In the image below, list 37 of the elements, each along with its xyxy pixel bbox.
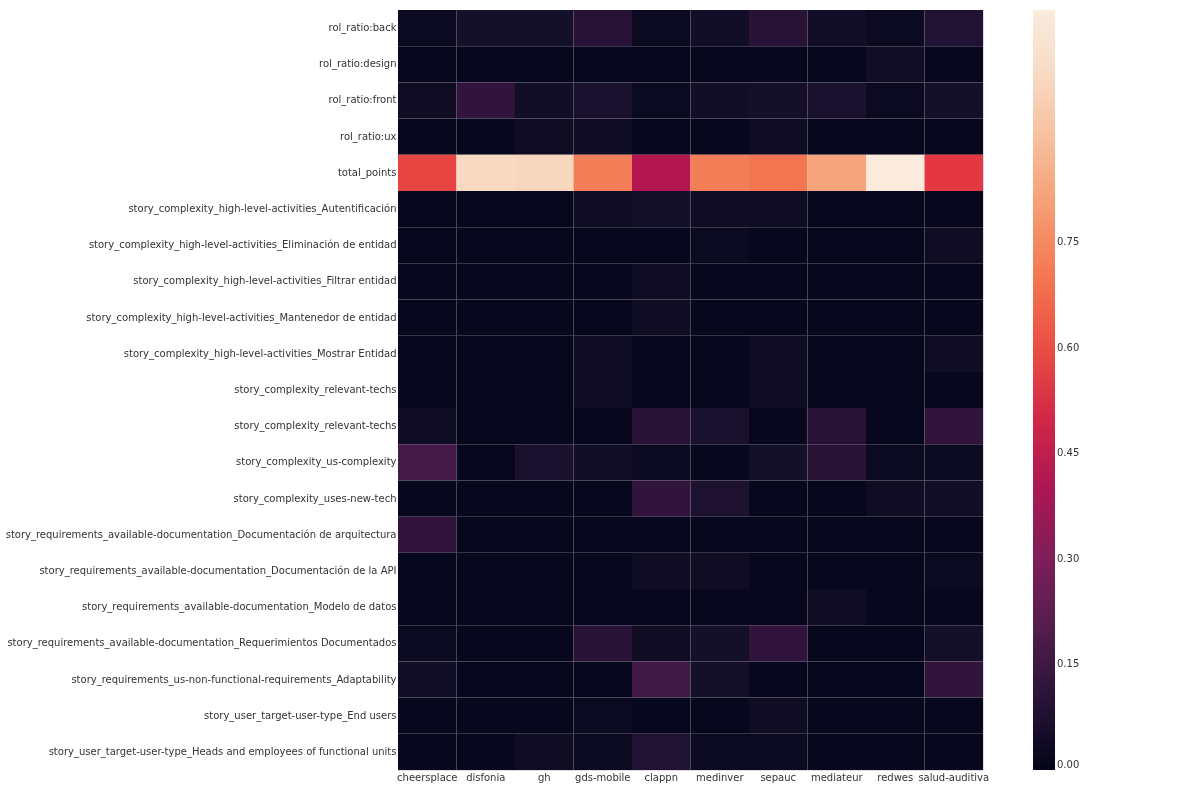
color-bar-label: 0.15 — [1057, 658, 1080, 670]
color-bar-label: 0.00 — [1057, 759, 1080, 770]
x-tick-label: disfonia — [466, 771, 506, 783]
y-tick-label: story_complexity_high-level-activities_Eliminación de entidad — [88, 239, 397, 252]
y-tick-label: story_complexity_uses-new-tech — [233, 492, 397, 505]
y-tick-label: story_complexity_high-level-activities_Autentificación — [128, 203, 397, 216]
x-tick-label: salud-auditiva — [918, 771, 990, 783]
y-tick-label: story_complexity_relevant-techs — [234, 384, 397, 396]
x-tick-label: gds-mobile — [575, 771, 631, 783]
y-tick-label: story_requirements_available-documentation_Documentación de la API — [39, 564, 397, 577]
y-tick-label: rol_ratio:front — [328, 94, 397, 107]
y-tick-label: rol_ratio:ux — [340, 130, 397, 143]
y-tick-label: rol_ratio:design — [319, 58, 397, 71]
y-tick-label: rol_ratio:back — [328, 22, 397, 35]
y-tick-label: story_complexity_relevant-techs — [234, 420, 397, 433]
color-bar-label: 0.45 — [1057, 447, 1080, 459]
x-tick-label: cheersplace — [397, 771, 458, 783]
x-tick-label: clappn — [644, 771, 678, 783]
color-bar-label: 0.75 — [1057, 236, 1080, 248]
y-tick-label: story_complexity_high-level-activities_Filtrar entidad — [133, 275, 397, 288]
x-tick-label: sepauc — [760, 771, 797, 783]
x-tick-label: medinver — [695, 771, 745, 783]
y-tick-label: story_requirements_available-documentation_Requerimientos Documentados — [7, 637, 397, 650]
y-tick-label: story_requirements_available-documentation_Modelo de datos — [82, 601, 397, 614]
color-bar-label: 0.30 — [1057, 552, 1080, 564]
color-bar-label: 0.60 — [1057, 341, 1080, 353]
y-tick-label: story_user_target-user-type_End users — [204, 709, 397, 722]
x-tick-label: redwes — [877, 771, 914, 783]
x-tick-label: mediateur — [810, 771, 864, 783]
y-tick-label: story_requirements_us-non-functional-requirements_Adaptability — [71, 673, 397, 686]
y-tick-label: story_complexity_high-level-activities_Mantenedor de entidad — [86, 311, 397, 324]
y-tick-label: story_requirements_available-documentation_Documentación de arquitectura — [5, 528, 397, 541]
y-tick-label: total_points — [337, 166, 397, 179]
y-tick-label: story_complexity_us-complexity — [236, 456, 397, 469]
y-tick-label: story_complexity_high-level-activities_Mostrar Entidad — [123, 347, 397, 360]
y-tick-label: story_user_target-user-type_Heads and employees of functional units — [48, 745, 397, 758]
x-tick-label: gh — [537, 771, 551, 783]
